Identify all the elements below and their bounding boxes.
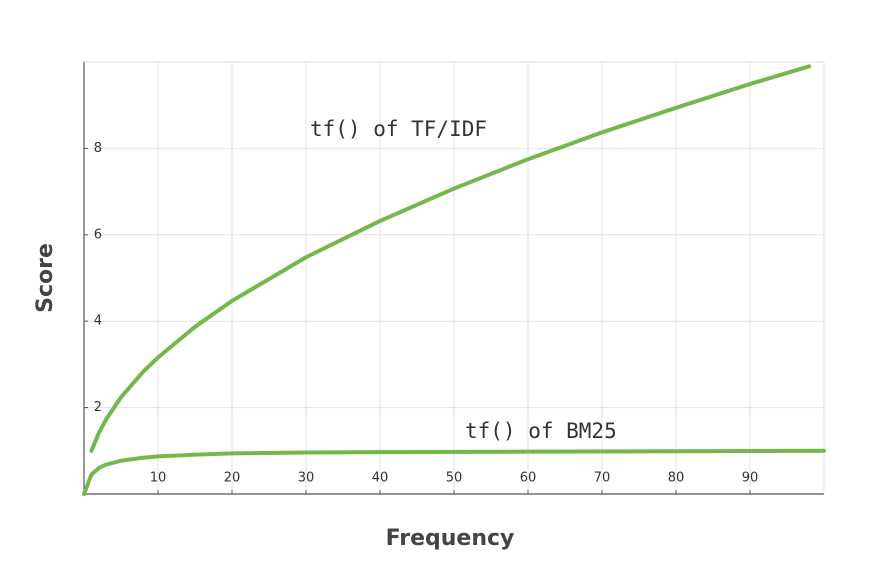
x-tick-label: 50 <box>446 471 463 486</box>
x-tick-label: 80 <box>668 471 685 486</box>
x-tick-label: 20 <box>224 471 241 486</box>
y-tick-label: 2 <box>94 400 102 415</box>
y-tick-label: 6 <box>94 227 102 242</box>
series-label: tf() of TF/IDF <box>310 117 487 141</box>
x-tick-label: 30 <box>298 471 315 486</box>
x-tick-label: 40 <box>372 471 389 486</box>
x-axis-label: Frequency <box>386 526 515 551</box>
x-tick-label: 70 <box>594 471 611 486</box>
x-tick-label: 60 <box>520 471 537 486</box>
x-tick-label: 10 <box>150 471 167 486</box>
line <box>82 448 826 496</box>
y-axis-label: Score <box>33 243 58 313</box>
y-tick-label: 4 <box>94 314 102 329</box>
x-tick-label: 90 <box>742 471 759 486</box>
series-label: tf() of BM25 <box>465 419 617 443</box>
y-tick-label: 8 <box>94 141 102 156</box>
line <box>89 64 812 453</box>
